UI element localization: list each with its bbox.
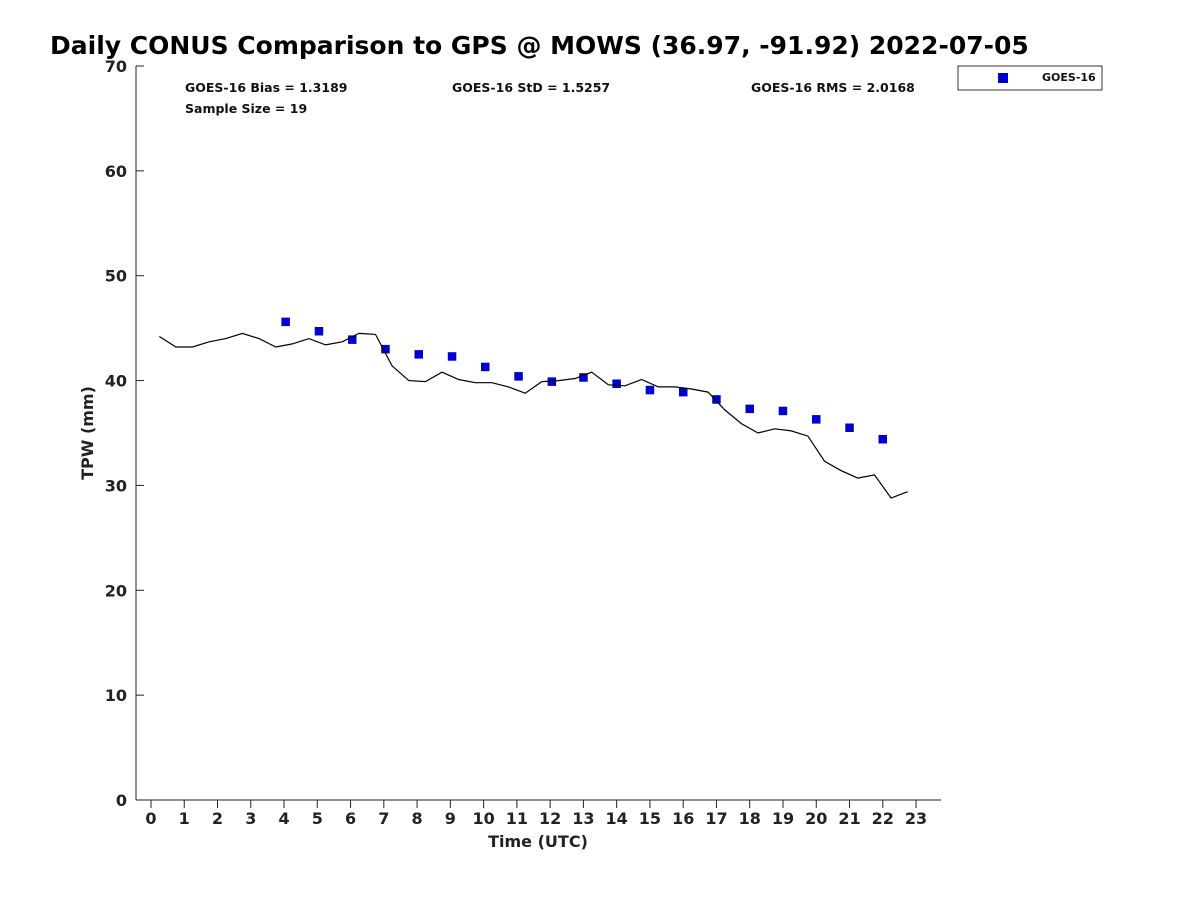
x-tick-label: 13: [572, 809, 594, 828]
x-tick-label: 19: [772, 809, 794, 828]
y-tick-label: 30: [105, 476, 127, 495]
x-tick-label: 20: [805, 809, 827, 828]
goes16-point: [579, 373, 588, 382]
legend-box: [957, 65, 1103, 91]
y-tick-label: 40: [105, 372, 127, 391]
goes16-point: [414, 350, 423, 359]
legend-marker-goes16: [998, 73, 1008, 83]
x-tick-label: 15: [639, 809, 661, 828]
x-tick-label: 9: [445, 809, 456, 828]
std-stat: GOES-16 StD = 1.5257: [452, 80, 610, 95]
gps-tpw-line: [158, 332, 908, 499]
y-tick-label: 50: [105, 267, 127, 286]
x-tick-label: 3: [245, 809, 256, 828]
y-tick-label: 60: [105, 162, 127, 181]
goes16-point: [381, 344, 390, 354]
goes16-point: [845, 423, 854, 432]
x-tick-label: 18: [739, 809, 761, 828]
goes16-point: [314, 327, 324, 336]
goes16-point: [778, 406, 788, 416]
goes16-point: [514, 372, 523, 381]
x-tick-label: 12: [539, 809, 561, 828]
x-tick-label: 5: [312, 809, 323, 828]
rms-stat: GOES-16 RMS = 2.0168: [751, 80, 915, 95]
x-tick-label: 0: [145, 809, 156, 828]
goes16-point: [447, 352, 457, 361]
x-tick-label: 17: [705, 809, 727, 828]
y-tick-label: 10: [105, 686, 127, 705]
x-tick-label: 22: [872, 809, 894, 828]
legend: GOES-16: [957, 65, 1103, 91]
y-tick-label: 0: [116, 791, 127, 810]
legend-label-goes16: GOES-16: [1042, 71, 1096, 84]
x-tick-label: 2: [212, 809, 223, 828]
x-axis-label: Time (UTC): [488, 832, 588, 851]
x-tick-label: 1: [179, 809, 190, 828]
x-tick-label: 23: [905, 809, 927, 828]
goes16-point: [712, 395, 721, 404]
x-tick-label: 6: [345, 809, 356, 828]
y-tick-label: 20: [105, 581, 127, 600]
goes16-point: [645, 385, 655, 395]
x-tick-label: 10: [472, 809, 494, 828]
goes16-point: [547, 377, 557, 386]
goes16-point: [612, 379, 621, 388]
goes16-point: [745, 404, 754, 414]
x-tick-label: 7: [378, 809, 389, 828]
chart-title: Daily CONUS Comparison to GPS @ MOWS (36…: [50, 31, 1029, 60]
goes16-point: [878, 435, 887, 444]
x-tick-label: 8: [412, 809, 423, 828]
goes16-point: [348, 335, 357, 344]
x-tick-label: 4: [278, 809, 289, 828]
x-tick-label: 14: [606, 809, 628, 828]
goes16-point: [281, 317, 290, 327]
x-tick-label: 11: [506, 809, 528, 828]
goes16-point: [812, 415, 821, 424]
x-tick-label: 21: [838, 809, 860, 828]
bias-stat: GOES-16 Bias = 1.3189: [185, 80, 347, 95]
goes16-point: [481, 362, 490, 372]
x-tick-label: 16: [672, 809, 694, 828]
y-tick-label: 70: [105, 57, 127, 76]
sample-size-stat: Sample Size = 19: [185, 101, 307, 116]
goes16-point: [679, 387, 688, 397]
y-axis-label: TPW (mm): [78, 386, 97, 480]
